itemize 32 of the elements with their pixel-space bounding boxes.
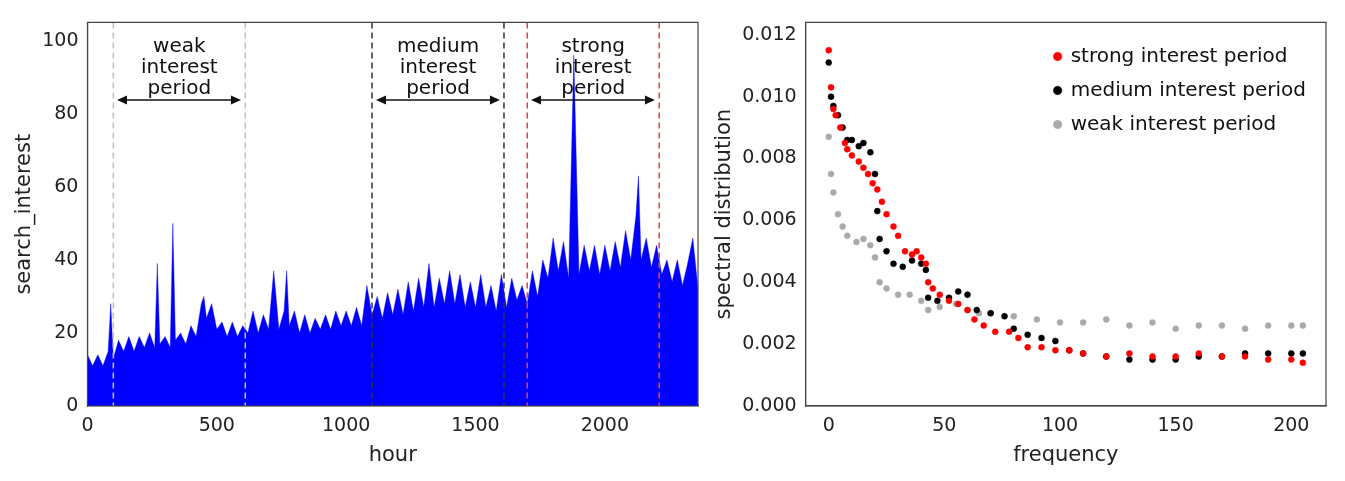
annotation: weak interest period: [140, 33, 218, 100]
x-tick-label: 0: [822, 413, 835, 436]
y-tick-label: 0: [66, 392, 79, 415]
y-tick-label: 0.008: [742, 145, 797, 168]
x-tick-label: 200: [1273, 413, 1310, 436]
y-axis-title: search_interest: [11, 133, 37, 295]
x-tick-label: 50: [932, 413, 957, 436]
x-tick-label: 500: [198, 413, 235, 436]
y-tick-label: 0.002: [742, 331, 797, 354]
x-tick-label: 1500: [451, 413, 500, 436]
x-tick-label: 100: [1041, 413, 1079, 436]
y-tick-label: 0.000: [742, 392, 797, 415]
x-axis-title: frequency: [1013, 441, 1119, 466]
y-axis-title: spectral distribution: [711, 108, 736, 320]
y-tick-label: 80: [54, 100, 79, 123]
legend-label: medium interest period: [1070, 76, 1307, 101]
y-tick-label: 0.004: [742, 269, 797, 292]
legend-label: strong interest period: [1070, 42, 1288, 67]
y-tick-label: 100: [42, 27, 79, 50]
y-tick-label: 0.006: [742, 207, 797, 230]
y-tick-label: 0.010: [742, 83, 797, 106]
x-tick-label: 150: [1157, 413, 1194, 436]
x-tick-label: 0: [81, 413, 94, 436]
x-tick-label: 1000: [321, 413, 371, 436]
y-tick-label: 60: [54, 173, 79, 196]
y-tick-label: 20: [54, 319, 79, 342]
x-axis-title: hour: [368, 441, 418, 466]
y-tick-label: 0.012: [742, 21, 797, 44]
annotation: medium interest period: [396, 33, 480, 100]
x-tick-label: 2000: [580, 413, 630, 436]
y-tick-label: 40: [54, 246, 79, 269]
legend-label: weak interest period: [1070, 110, 1277, 135]
